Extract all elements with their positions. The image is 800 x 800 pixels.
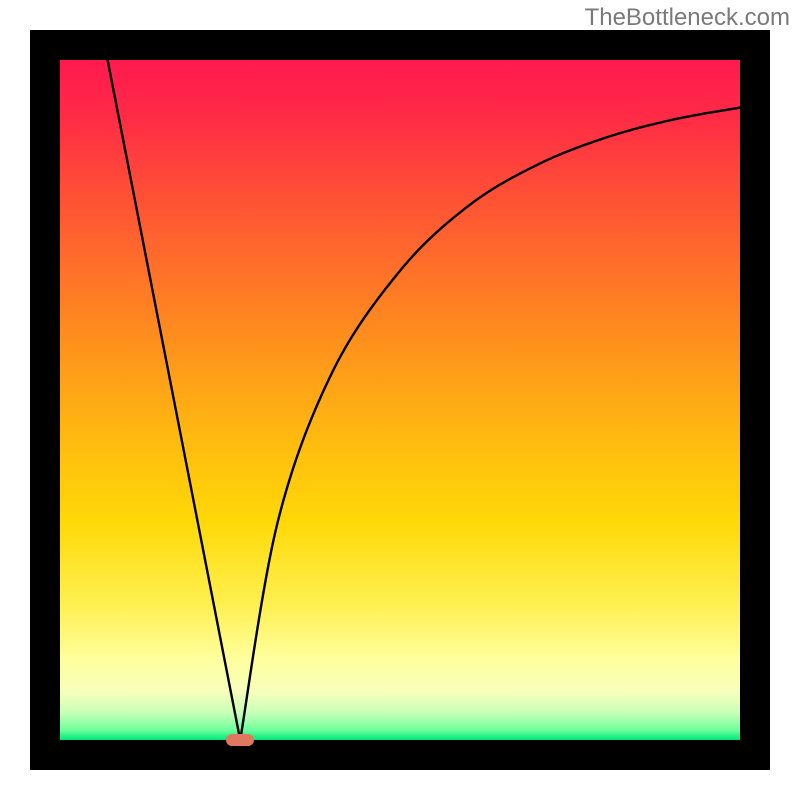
plot-frame [30, 30, 770, 770]
watermark-label: TheBottleneck.com [585, 4, 790, 32]
notch-marker [226, 734, 254, 746]
canvas: TheBottleneck.com [0, 0, 800, 800]
